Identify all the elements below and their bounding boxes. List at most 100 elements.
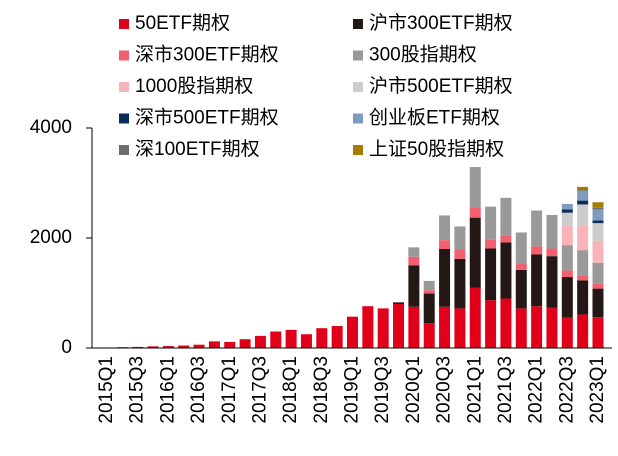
bar-segment — [500, 197, 512, 236]
bar-segment — [300, 334, 312, 348]
bar-segment — [577, 186, 589, 190]
y-tick-label: 0 — [61, 337, 72, 358]
legend-swatch — [353, 113, 363, 124]
bar-segment — [531, 210, 543, 247]
y-tick-label: 4000 — [30, 117, 72, 138]
legend-label: 深市500ETF期权 — [135, 107, 279, 129]
bar-segment — [561, 245, 573, 271]
bar-segment — [408, 265, 420, 307]
bar-segment — [347, 316, 358, 348]
bar-segment — [393, 302, 405, 304]
bar-segment — [592, 207, 604, 210]
bar-segment — [439, 249, 451, 307]
bar-segment — [500, 242, 512, 299]
legend-label: 深100ETF期权 — [135, 138, 260, 160]
bar-segment — [577, 225, 589, 251]
x-tick-label: 2019Q3 — [372, 356, 393, 424]
bar-segment — [577, 189, 589, 191]
bar-segment — [469, 287, 481, 348]
legend-swatch — [353, 19, 363, 29]
legend-label: 上证50股指期权 — [369, 138, 504, 160]
legend-swatch — [119, 50, 129, 61]
bar-segment — [592, 283, 604, 289]
bar-segment — [561, 277, 573, 318]
bar-segment — [224, 341, 236, 348]
bar-segment — [531, 246, 543, 255]
bar-segment — [577, 190, 589, 201]
x-tick-label: 2020Q3 — [434, 356, 455, 424]
bar-segment — [239, 339, 251, 348]
bar-segment — [546, 307, 558, 348]
bar-segment — [561, 270, 573, 278]
x-tick-label: 2018Q1 — [280, 356, 301, 424]
x-tick-label: 2022Q1 — [526, 356, 547, 424]
bar-segment — [515, 232, 527, 264]
bar-segment — [592, 317, 604, 348]
bar-segment — [393, 304, 405, 348]
bar-segment — [577, 250, 589, 276]
bar-segment — [469, 167, 481, 208]
legend-label: 1000股指期权 — [135, 75, 253, 97]
legend-label: 创业板ETF期权 — [369, 107, 500, 129]
bar-segment — [515, 263, 527, 270]
bar-segment — [592, 209, 604, 221]
x-tick-label: 2018Q3 — [311, 356, 332, 424]
bar-segment — [285, 329, 297, 348]
bar-segment — [439, 215, 451, 241]
bar-segment — [546, 248, 558, 257]
bar-segment — [577, 280, 589, 315]
bar-segment — [500, 235, 512, 243]
bar-segment — [408, 306, 420, 348]
bar-segment — [561, 317, 573, 348]
legend-label: 沪市500ETF期权 — [369, 75, 513, 97]
legend-swatch — [119, 145, 129, 155]
x-tick-label: 2015Q3 — [127, 356, 148, 424]
legend-swatch — [119, 19, 129, 29]
bar-segment — [132, 346, 144, 348]
x-tick-label: 2016Q3 — [188, 356, 209, 424]
bar-segment — [469, 217, 481, 288]
bar-segment — [531, 254, 543, 307]
bar-segment — [178, 345, 190, 348]
bar-segment — [439, 306, 451, 348]
legend-label: 300股指期权 — [369, 44, 477, 66]
bar-segment — [454, 258, 466, 309]
bar-segment — [592, 288, 604, 318]
legend-swatch — [353, 82, 363, 92]
bar-segment — [408, 256, 420, 266]
legend-label: 沪市300ETF期权 — [369, 12, 513, 34]
bar-segment — [485, 239, 497, 249]
bar-segment — [485, 248, 497, 301]
bar-segment — [408, 247, 420, 257]
x-tick-label: 2017Q1 — [219, 356, 240, 424]
x-tick-label: 2017Q3 — [249, 356, 270, 424]
bar-segment — [208, 341, 220, 348]
bar-segment — [561, 212, 573, 226]
bar-segment — [423, 290, 435, 294]
x-tick-label: 2020Q1 — [403, 356, 424, 424]
bar-segment — [439, 240, 451, 249]
bar-segment — [454, 226, 466, 250]
legend-swatch — [353, 145, 363, 155]
bar-segment — [531, 306, 543, 348]
x-tick-label: 2019Q1 — [342, 356, 363, 424]
bar-segment — [485, 206, 497, 240]
x-tick-label: 2021Q3 — [495, 356, 516, 424]
bar-segment — [592, 220, 604, 224]
bar-segment — [577, 314, 589, 348]
bar-segment — [592, 202, 604, 208]
bar-segment — [193, 344, 205, 348]
bar-segment — [515, 308, 527, 348]
bar-segment — [577, 200, 589, 205]
bar-segment — [592, 240, 604, 263]
bar-segment — [515, 269, 527, 309]
bar-segment — [254, 335, 266, 348]
bar-segment — [423, 323, 435, 348]
bar-segment — [331, 326, 343, 348]
legend-swatch — [119, 82, 129, 92]
bar-segment — [592, 262, 604, 284]
bar-segment — [469, 207, 481, 218]
bar-segment — [362, 306, 374, 348]
bar-segment — [270, 331, 282, 348]
bar-segment — [377, 308, 389, 348]
